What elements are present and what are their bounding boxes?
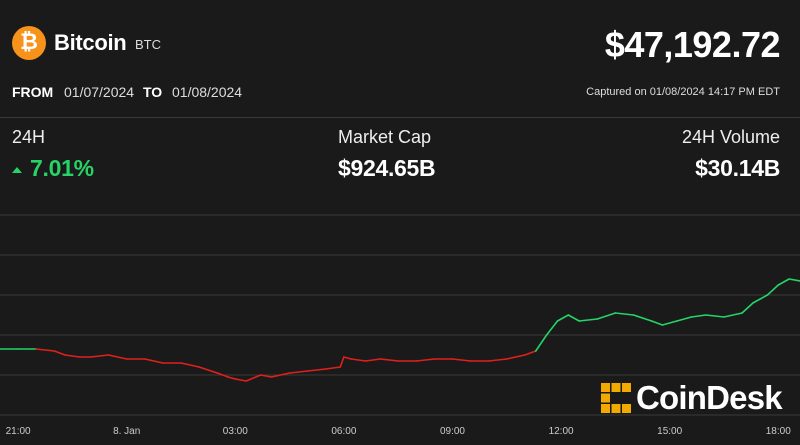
price-line-segment bbox=[143, 358, 164, 364]
change-percent: 7.01% bbox=[30, 155, 94, 181]
price-line-segment bbox=[234, 378, 247, 382]
price-line-segment bbox=[216, 372, 229, 378]
up-triangle-icon bbox=[12, 167, 22, 173]
price-line-segment bbox=[53, 350, 66, 356]
price-line-segment bbox=[632, 314, 653, 322]
price-line-segment bbox=[350, 358, 367, 362]
price-line-segment bbox=[306, 368, 327, 372]
coindesk-logo-icon bbox=[601, 383, 631, 413]
current-price: $47,192.72 bbox=[604, 24, 781, 65]
price-line-segment bbox=[690, 314, 707, 318]
price-chart[interactable]: 21:00 8. Jan 03:00 06:00 09:00 12:00 15:00 18:0… bbox=[0, 190, 800, 445]
volume-label: 24H Volume bbox=[681, 127, 780, 147]
price-line-segment bbox=[524, 350, 537, 356]
coin-ticker: BTC bbox=[135, 37, 161, 52]
price-line-segment bbox=[752, 294, 769, 304]
coin-name: Bitcoin bbox=[54, 30, 127, 55]
price-line-segment bbox=[534, 334, 548, 352]
price-line-segment bbox=[451, 358, 472, 362]
from-label: FROM bbox=[12, 84, 54, 100]
price-line-segment bbox=[379, 358, 399, 362]
from-date[interactable]: 01/07/2024 bbox=[64, 84, 135, 100]
x-tick-label: 09:00 bbox=[440, 426, 465, 437]
price-line-segment bbox=[180, 362, 200, 368]
price-line-segment bbox=[339, 356, 345, 368]
price-line-segment bbox=[324, 366, 342, 370]
bitcoin-icon: ₿ bbox=[12, 26, 46, 60]
to-date[interactable]: 01/08/2024 bbox=[172, 84, 243, 100]
market-cap-value: $924.65B bbox=[338, 155, 436, 181]
x-tick-label: 12:00 bbox=[549, 426, 574, 437]
price-line-segment bbox=[245, 374, 262, 382]
change-value: 7.01% bbox=[12, 155, 94, 182]
price-line-segment bbox=[107, 354, 128, 360]
price-line-segment bbox=[415, 358, 436, 362]
price-line-segment bbox=[705, 314, 725, 318]
x-tick-label: 21:00 bbox=[6, 426, 31, 437]
price-line-segment bbox=[270, 372, 291, 378]
price-line-segment bbox=[661, 320, 678, 326]
price-line-segment bbox=[723, 312, 743, 318]
x-tick-label: 15:00 bbox=[657, 426, 682, 437]
price-line-segment bbox=[259, 374, 273, 378]
price-line-segment bbox=[227, 376, 237, 380]
price-line-segment bbox=[650, 320, 664, 326]
price-line-segment bbox=[741, 302, 754, 314]
price-line-segment bbox=[777, 278, 790, 286]
price-line-segment bbox=[788, 278, 800, 282]
price-line-segment bbox=[364, 358, 381, 362]
price-line-segment bbox=[567, 314, 580, 322]
price-line-segment bbox=[288, 370, 309, 374]
price-line-segment bbox=[198, 366, 218, 374]
price-line-segment bbox=[556, 314, 570, 322]
captured-timestamp: Captured on 01/08/2024 14:17 PM EDT bbox=[586, 86, 780, 98]
price-line-segment bbox=[596, 312, 617, 320]
market-cap-label: Market Cap bbox=[338, 127, 432, 147]
price-line-segment bbox=[64, 354, 81, 358]
x-tick-label: 8. Jan bbox=[113, 426, 140, 437]
price-line-segment bbox=[676, 316, 693, 322]
x-tick-label: 06:00 bbox=[331, 426, 356, 437]
x-tick-label: 03:00 bbox=[223, 426, 248, 437]
price-line-segment bbox=[35, 348, 56, 352]
change-label: 24H bbox=[12, 127, 46, 147]
price-line-segment bbox=[89, 354, 110, 358]
price-line-segment bbox=[505, 354, 526, 360]
header-divider bbox=[0, 117, 800, 118]
price-line-segment bbox=[487, 358, 508, 362]
price-line-segment bbox=[578, 318, 599, 322]
coindesk-watermark: CoinDesk bbox=[636, 379, 783, 416]
price-line-segment bbox=[343, 356, 352, 360]
price-line-segment bbox=[766, 284, 780, 296]
to-label: TO bbox=[143, 84, 163, 100]
bitcoin-symbol: ₿ bbox=[20, 30, 38, 55]
volume-value: $30.14B bbox=[695, 155, 780, 181]
price-line-segment bbox=[545, 320, 559, 336]
x-tick-label: 18:00 bbox=[766, 426, 791, 437]
price-line-segment bbox=[614, 312, 635, 316]
